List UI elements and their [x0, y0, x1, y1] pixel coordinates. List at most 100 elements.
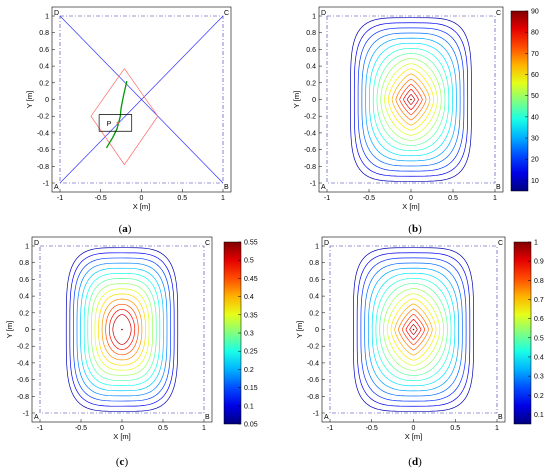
contour-line — [406, 93, 416, 106]
colorbar-tick-label: 0.9 — [534, 259, 544, 266]
x-tick-label: 0.5 — [158, 425, 168, 432]
y-tick-label: -0.6 — [37, 147, 49, 154]
y-tick-label: -0.2 — [304, 114, 316, 121]
colorbar-tick-label: 0.6 — [534, 316, 544, 323]
y-tick-label: -0.8 — [304, 164, 316, 171]
y-tick-label: 0.8 — [306, 30, 316, 37]
y-tick-label: 0.2 — [309, 310, 319, 317]
colorbar-tick-label: 0.4 — [534, 354, 544, 361]
colorbar-tick-label: 90 — [531, 9, 539, 16]
corner-label-c: C — [224, 10, 229, 17]
panel-label: (d) — [408, 456, 422, 468]
contour-line — [401, 313, 426, 346]
boundary-square — [59, 15, 224, 184]
series-line — [59, 15, 224, 184]
y-tick-label: 0 — [45, 97, 49, 104]
contour-line — [365, 37, 457, 162]
y-tick-label: -0.2 — [307, 344, 319, 351]
colorbar-tick-label: 0.5 — [534, 335, 544, 342]
contour-line — [105, 303, 139, 356]
y-tick-label: -1 — [313, 411, 319, 418]
contour-line — [395, 78, 427, 121]
contour-peak — [412, 328, 415, 331]
panel-label: (b) — [408, 223, 422, 235]
x-tick-label: -1 — [37, 425, 43, 432]
colorbar-tick-label: 0.1 — [244, 403, 254, 410]
panel-label: (a) — [119, 223, 132, 235]
colorbar-tick-label: 0.1 — [534, 412, 544, 419]
y-tick-label: -0.4 — [37, 130, 49, 137]
colorbar-tick-label: 0.35 — [244, 312, 258, 319]
y-tick-label: 0.4 — [306, 64, 316, 71]
y-tick-label: 0.4 — [19, 294, 29, 301]
contour-line — [384, 63, 438, 136]
colorbar-tick-label: 40 — [531, 114, 539, 121]
panel-a: -1 -0.5 0 0.5 1 1 0.8 0.6 0.4 0.2 0 -0.2 -0.4 -0.6 -0.… — [25, 6, 232, 235]
contour-line — [87, 278, 157, 381]
contour-line — [368, 267, 459, 392]
y-tick-label: 0.4 — [39, 64, 49, 71]
x-tick-label: -0.5 — [75, 425, 87, 432]
corner-label-a: A — [34, 414, 39, 421]
colorbar-tick-label: 0.3 — [244, 331, 254, 338]
y-tick-label: -0.8 — [17, 394, 29, 401]
y-tick-label: 0.8 — [309, 260, 319, 267]
x-tick-label: -1 — [57, 195, 63, 202]
contour-peak — [121, 328, 123, 331]
y-tick-label: -1 — [310, 181, 316, 188]
colorbar-tick-label: 10 — [531, 178, 539, 185]
y-tick-label: -0.8 — [307, 394, 319, 401]
x-axis-label: X [m] — [405, 432, 423, 441]
x-tick-label: 0 — [409, 195, 413, 202]
point-p — [116, 121, 119, 125]
contour-line — [372, 48, 450, 151]
contour-line — [369, 42, 453, 157]
y-tick-label: -1 — [23, 411, 29, 418]
colorbar-tick-label: 50 — [531, 93, 539, 100]
y-tick-label: 1 — [25, 244, 29, 251]
boundary-square — [329, 245, 498, 414]
contour-line — [94, 288, 150, 371]
x-tick-label: -1 — [327, 425, 333, 432]
contour-line — [364, 262, 463, 397]
x-tick-label: -0.5 — [363, 195, 375, 202]
colorbar-tick-label: 0.55 — [244, 240, 258, 247]
corner-label-c: C — [496, 10, 501, 17]
colorbar — [510, 10, 529, 192]
y-tick-label: -0.6 — [304, 147, 316, 154]
colorbar-tick-label: 0.8 — [534, 278, 544, 285]
y-tick-label: 0 — [312, 97, 316, 104]
contour-line — [76, 262, 168, 397]
y-tick-label: -0.6 — [307, 377, 319, 384]
corner-label-d: D — [34, 240, 39, 247]
series-line — [98, 114, 133, 132]
y-axis-label: Y [m] — [292, 91, 301, 108]
contour-line — [90, 283, 154, 376]
y-tick-label: 0.6 — [19, 277, 29, 284]
contour-line — [73, 257, 171, 402]
x-tick-label: 1 — [202, 425, 206, 432]
contour-line — [80, 267, 164, 392]
contour-line — [375, 278, 452, 381]
y-tick-label: 0 — [315, 327, 319, 334]
colorbar-tick-label: 0.25 — [244, 349, 258, 356]
y-tick-label: -1 — [43, 181, 49, 188]
y-tick-label: 1 — [312, 14, 316, 21]
contour-line — [98, 293, 146, 366]
boundary-square — [326, 15, 496, 184]
y-tick-label: 0.2 — [19, 310, 29, 317]
x-tick-label: 1 — [493, 195, 497, 202]
corner-label-a: A — [54, 184, 59, 191]
x-axis-label: X [m] — [402, 202, 420, 211]
x-tick-label: -1 — [324, 195, 330, 202]
corner-label-d: D — [321, 10, 326, 17]
contour-line — [398, 308, 429, 351]
y-tick-label: 0.6 — [309, 277, 319, 284]
x-tick-label: 1 — [221, 195, 225, 202]
corner-label-b: B — [205, 414, 210, 421]
corner-label-b: B — [224, 184, 229, 191]
colorbar-tick-label: 70 — [531, 51, 539, 58]
colorbar-tick-label: 80 — [531, 30, 539, 37]
series-line — [105, 80, 128, 149]
colorbar-tick-label: 0.3 — [534, 374, 544, 381]
